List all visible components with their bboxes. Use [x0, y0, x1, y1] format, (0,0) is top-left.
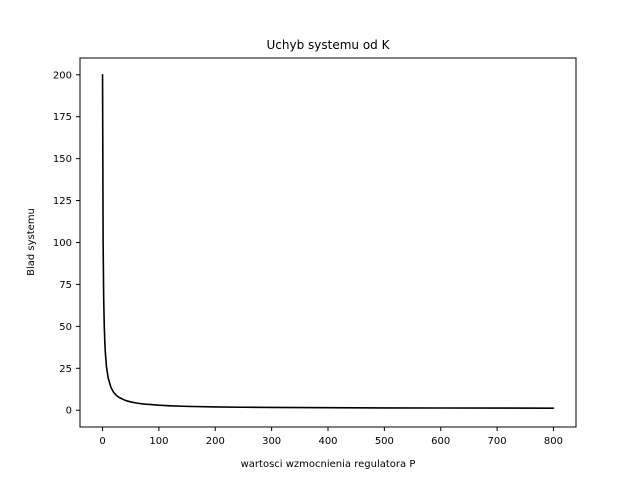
x-axis-ticks: 0 100 200 300 400 500 600 700 800: [99, 427, 563, 447]
y-axis-ticks: 0 25 50 75 100 125 150 175 200: [53, 70, 80, 417]
x-tick-label: 700: [488, 436, 507, 447]
x-tick-label: 800: [544, 436, 563, 447]
y-tick-label: 175: [53, 112, 72, 123]
plot-area: [101, 73, 555, 409]
series-line-1: [101, 73, 555, 409]
y-tick-label: 100: [53, 238, 72, 249]
x-tick-label: 0: [99, 436, 105, 447]
y-tick-label: 200: [53, 70, 72, 81]
y-tick-label: 150: [53, 154, 72, 165]
y-tick-label: 25: [59, 364, 72, 375]
x-axis-label: wartosci wzmocnienia regulatora P: [241, 459, 416, 470]
x-tick-label: 600: [431, 436, 450, 447]
y-axis-label: Blad systemu: [26, 208, 37, 276]
y-tick-label: 125: [53, 196, 72, 207]
y-tick-label: 50: [59, 322, 72, 333]
x-tick-label: 300: [262, 436, 281, 447]
x-tick-label: 500: [375, 436, 394, 447]
y-tick-label: 0: [66, 406, 72, 417]
axes-frame: [79, 57, 577, 428]
x-tick-label: 200: [206, 436, 225, 447]
chart-title: Uchyb systemu od K: [267, 38, 391, 52]
x-tick-label: 400: [318, 436, 337, 447]
x-tick-label: 100: [149, 436, 168, 447]
y-tick-label: 75: [59, 280, 72, 291]
